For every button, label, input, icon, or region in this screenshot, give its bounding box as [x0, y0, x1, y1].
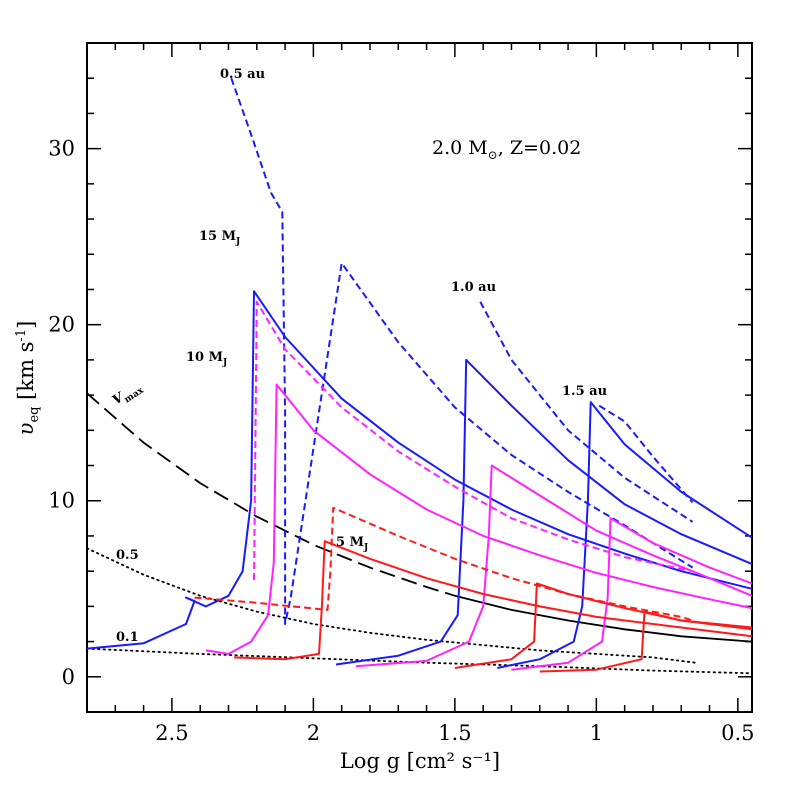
- series-5MJ_1.5au_solid: [539, 610, 753, 673]
- y-tick-label: 30: [48, 137, 75, 161]
- x-tick-label: 2: [307, 721, 320, 745]
- series-15MJ_1.5au_dashed: [598, 404, 694, 504]
- series-15MJ_1.0au_dashed: [479, 301, 694, 523]
- x-tick-label: 1: [590, 721, 603, 745]
- chart-title: 2.0 M⊙, Z=0.02: [432, 137, 581, 162]
- annotation-orbit-15: 1.5 au: [562, 384, 607, 399]
- series-5MJ_0.5au_solid: [234, 540, 753, 661]
- series-15MJ_1.0au_solid: [335, 358, 753, 666]
- annotation-mass-5: 5 MJ: [336, 535, 368, 553]
- x-axis-label: Log g [cm² s⁻¹]: [340, 749, 500, 773]
- series-10MJ_1.5au_solid: [511, 517, 753, 671]
- y-tick-label: 0: [62, 665, 75, 689]
- x-tick-label: 1.5: [438, 721, 471, 745]
- chart-series: [86, 77, 753, 675]
- annotation-rot-05: 0.5: [116, 548, 139, 563]
- series-rot_0.5: [86, 547, 697, 664]
- series-v_max_ext: [454, 594, 753, 643]
- series-10MJ_0.5au_dashed: [253, 300, 693, 581]
- x-tick-label: 2.5: [155, 721, 188, 745]
- axis-tick-labels: 2.5 2 1.5 1 0.5 0 10 20 30: [48, 137, 754, 745]
- series-rot_0.1: [86, 647, 753, 675]
- annotation-mass-15: 15 MJ: [199, 229, 240, 247]
- annotation-orbit-10: 1.0 au: [451, 280, 496, 295]
- annotation-rot-01: 0.1: [116, 630, 139, 645]
- annotation-orbit-05: 0.5 au: [220, 67, 265, 82]
- y-tick-label: 10: [48, 489, 75, 513]
- x-tick-label: 0.5: [721, 721, 754, 745]
- y-tick-label: 20: [48, 313, 75, 337]
- series-10MJ_0.5au_solid: [205, 383, 753, 655]
- annotation-mass-10: 10 MJ: [186, 350, 227, 368]
- axis-ticks: [86, 42, 752, 713]
- series-5MJ_0.5au_dashed: [194, 506, 693, 622]
- plot-frame: [86, 42, 753, 713]
- series-15MJ_0.5au_dashed: [230, 77, 694, 625]
- annotation-vmax: Vmax: [110, 379, 146, 411]
- series-v_max: [86, 392, 456, 597]
- y-axis-label: υeq [km s-1]: [14, 321, 42, 436]
- series-10MJ_1.0au_solid: [355, 464, 753, 668]
- series-15MJ_0.5au_solid: [86, 290, 753, 650]
- series-15MJ_1.5au_solid: [497, 401, 753, 669]
